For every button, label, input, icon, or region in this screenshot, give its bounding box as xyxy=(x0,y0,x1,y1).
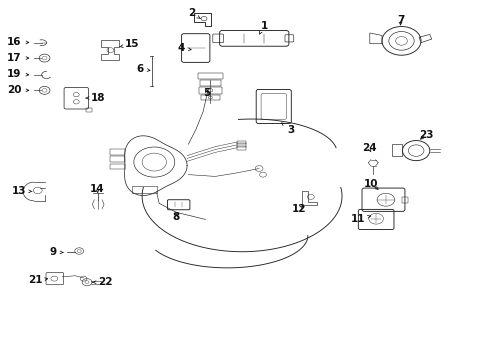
Text: 12: 12 xyxy=(291,204,306,215)
Text: 13: 13 xyxy=(12,186,32,196)
Text: 11: 11 xyxy=(350,215,370,224)
Text: 16: 16 xyxy=(7,37,29,47)
Bar xyxy=(200,80,220,86)
Bar xyxy=(237,140,245,144)
Text: 8: 8 xyxy=(172,212,180,221)
Bar xyxy=(199,87,221,94)
Bar xyxy=(85,108,92,112)
Bar xyxy=(200,95,220,100)
Text: 19: 19 xyxy=(7,69,29,79)
Bar xyxy=(110,156,125,162)
Text: 22: 22 xyxy=(93,277,113,287)
Text: 1: 1 xyxy=(259,21,267,34)
Text: 15: 15 xyxy=(120,40,139,49)
Text: 18: 18 xyxy=(85,93,105,103)
Text: 7: 7 xyxy=(396,15,404,26)
Bar xyxy=(402,197,407,203)
Text: 10: 10 xyxy=(363,179,378,189)
Text: 23: 23 xyxy=(418,130,432,140)
Text: 6: 6 xyxy=(136,64,150,74)
Text: 9: 9 xyxy=(50,247,63,257)
Text: 21: 21 xyxy=(28,275,47,285)
Text: 17: 17 xyxy=(7,53,29,63)
Bar xyxy=(237,146,245,150)
Text: 24: 24 xyxy=(361,143,376,153)
Text: 3: 3 xyxy=(281,123,294,135)
Text: 2: 2 xyxy=(188,8,200,19)
Text: 5: 5 xyxy=(203,88,210,98)
Text: 4: 4 xyxy=(177,43,191,53)
Bar xyxy=(110,149,125,155)
Bar xyxy=(198,73,222,79)
Bar xyxy=(237,143,245,147)
Text: 14: 14 xyxy=(90,184,104,194)
Bar xyxy=(110,163,125,169)
Text: 20: 20 xyxy=(7,85,29,95)
